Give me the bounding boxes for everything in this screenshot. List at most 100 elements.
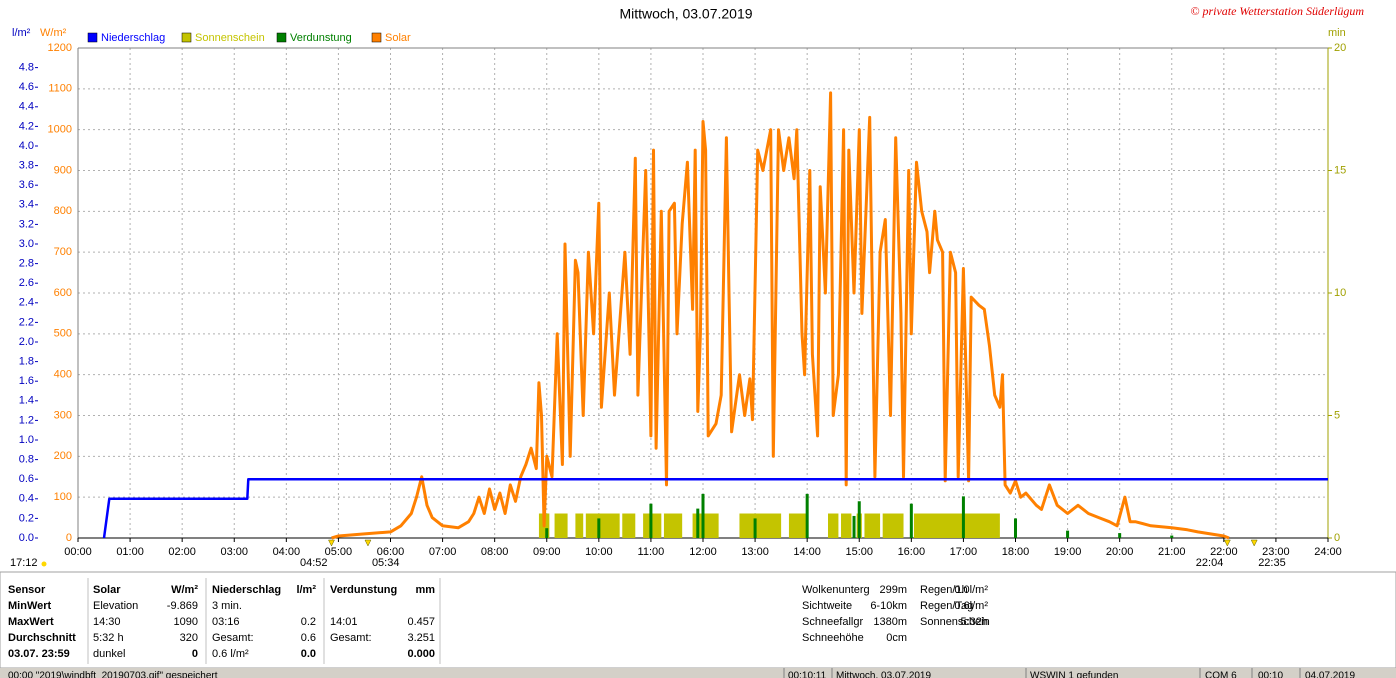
series-line (331, 91, 1230, 540)
evaporation-bar (1014, 518, 1017, 538)
y3-tick-label: 20 (1334, 42, 1346, 54)
x-tick-label: 10:00 (585, 546, 613, 558)
y2-tick-label: 1.0 (19, 434, 34, 446)
info-value: 1380m (873, 616, 907, 628)
info-label: Wolkenunterg (802, 584, 870, 596)
info-value: 0.6l/m² (954, 600, 988, 612)
y2-tick-label: 1.4 (19, 395, 34, 407)
evaporation-bar (701, 493, 705, 538)
x-tick-label: 07:00 (429, 546, 457, 558)
copyright: © private Wetterstation Süderlügum (1190, 4, 1364, 18)
legend-label: Verdunstung (290, 32, 352, 44)
x-tick-label: 05:00 (325, 546, 353, 558)
x-tick-label: 20:00 (1106, 546, 1134, 558)
info-label: Sichtweite (802, 600, 852, 612)
evaporation-bar (753, 518, 757, 538)
sunshine-bar (882, 513, 904, 538)
sunshine-bar (788, 513, 808, 538)
x-tick-label: 09:00 (533, 546, 561, 558)
x-tick-label: 08:00 (481, 546, 509, 558)
legend-swatch (87, 32, 98, 43)
y2-tick-label: 3.4 (19, 199, 34, 211)
info-label: Sonnenschein (920, 616, 990, 628)
status-text: 00:00 "2019\windbft_20190703.gif" gespei… (8, 671, 218, 678)
annotation-marker (1250, 539, 1258, 547)
sunshine-bar (585, 513, 620, 538)
y2-tick-label: 3.6 (19, 179, 34, 191)
x-tick-label: 22:00 (1210, 546, 1238, 558)
stats-row-label: MaxWert (8, 616, 54, 628)
y-tick-label: 1100 (48, 83, 72, 95)
sunshine-bar (663, 513, 683, 538)
stats-header: Verdunstung (330, 584, 397, 596)
evaporation-bar (852, 515, 856, 538)
status-text: 00:10 (1258, 671, 1283, 678)
stats-unit: mm (415, 584, 435, 596)
y2-tick-label: 2.8 (19, 258, 34, 270)
y2-tick-label: 2.4 (19, 297, 34, 309)
y-tick-label: 1000 (48, 124, 72, 136)
annotation-marker (364, 539, 372, 547)
x-tick-label: 06:00 (377, 546, 405, 558)
sunshine-bar (739, 513, 782, 538)
y-tick-label: 900 (54, 164, 72, 176)
stats-value: 0 (192, 648, 198, 660)
stats-header: Niederschlag (212, 584, 281, 596)
x-tick-label: 13:00 (741, 546, 769, 558)
y2-tick-label: 3.2 (19, 218, 34, 230)
status-text: 00:10:11 (788, 671, 827, 678)
x-tick-label: 16:00 (898, 546, 926, 558)
x-tick-label: 24:00 (1314, 546, 1342, 558)
x-tick-label: 23:00 (1262, 546, 1290, 558)
y-tick-label: 400 (54, 369, 72, 381)
y3-tick-label: 10 (1334, 287, 1346, 299)
legend-label: Sonnenschein (195, 32, 265, 44)
stats-cell: 03:16 (212, 616, 240, 628)
legend-swatch (371, 32, 382, 43)
y2-tick-label: 4.2 (19, 120, 34, 132)
annotation-marker (328, 539, 335, 547)
stats-value: 3.251 (407, 632, 435, 644)
series-line (102, 477, 1328, 539)
evaporation-bar (1066, 530, 1070, 538)
x-tick-label: 18:00 (1002, 546, 1030, 558)
stats-unit: W/m² (171, 584, 198, 596)
evaporation-bar (1170, 535, 1174, 538)
y2-tick-label: 4.4 (19, 101, 34, 113)
stats-cell: 0.6 l/m² (212, 648, 249, 660)
stats-value: 0.2 (301, 616, 316, 628)
y-tick-label: 200 (54, 450, 72, 462)
info-label: Regen/1h (920, 584, 968, 596)
y-tick-label: 100 (54, 491, 72, 503)
status-text: WSWIN 1 gefunden (1030, 671, 1118, 678)
y2-tick-label: 3.8 (19, 160, 34, 172)
y-tick-label: 300 (54, 409, 72, 421)
x-tick-label: 00:00 (64, 546, 92, 558)
stats-value: -9.869 (167, 600, 198, 612)
annotation: 22:35 (1258, 557, 1286, 569)
stats-cell: Elevation (93, 600, 138, 612)
sunshine-bar (575, 513, 584, 538)
legend-swatch (181, 32, 192, 43)
annotation: 22:04 (1196, 557, 1224, 569)
y2-tick-label: 1.8 (19, 356, 34, 368)
status-text: 04.07.2019 (1305, 671, 1355, 678)
info-label: Regen/Tag (920, 600, 973, 612)
stats-panel (0, 571, 1396, 669)
stats-cell: 14:30 (93, 616, 121, 628)
info-value: 6-10km (870, 600, 907, 612)
evaporation-bar (805, 493, 809, 538)
y2-tick-label: 1.2 (19, 414, 34, 426)
x-tick-label: 11:00 (638, 546, 665, 558)
y-tick-label: 600 (54, 287, 72, 299)
y-axis-unit: W/m² (40, 27, 67, 39)
x-tick-label: 02:00 (168, 546, 196, 558)
left-label: 17:12 (10, 557, 38, 569)
sunshine-bar (622, 513, 636, 538)
stats-value: 1090 (174, 616, 198, 628)
x-tick-label: 19:00 (1054, 546, 1082, 558)
evaporation-bar (649, 503, 653, 538)
info-label: Schneehöhe (802, 632, 864, 644)
y3-tick-label: 5 (1334, 409, 1340, 421)
stats-value: 0.000 (407, 648, 435, 660)
